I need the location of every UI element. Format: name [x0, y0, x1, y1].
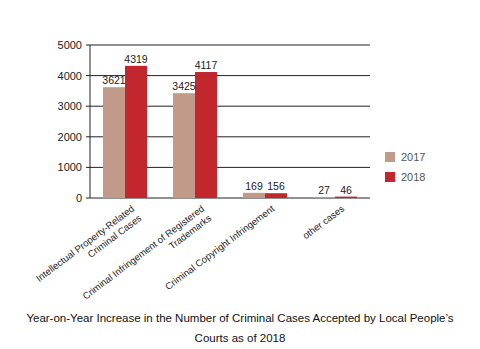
bar — [265, 193, 287, 198]
tick-label: 5000 — [58, 39, 82, 51]
tick-mark — [86, 45, 90, 46]
data-label: 27 — [318, 184, 330, 196]
category-label: Intellectual Property-RelatedCriminal Ca… — [34, 203, 144, 294]
data-labels: 3621 3425 169 27 4319 4117 156 46 — [102, 53, 352, 196]
data-label: 156 — [267, 180, 285, 192]
bar — [195, 72, 217, 198]
tick-mark — [86, 167, 90, 168]
bar — [335, 197, 357, 198]
tick-mark — [86, 75, 90, 76]
bar — [313, 197, 335, 198]
chart-svg: 0 1000 2000 3000 4000 5000 3621 3425 169 27 4319 41… — [0, 0, 480, 349]
y-axis — [90, 45, 91, 198]
legend-label: 2018 — [401, 171, 425, 183]
bars — [103, 66, 357, 198]
chart-title: Year-on-Year Increase in the Number of C… — [26, 312, 453, 344]
category-label: Criminal Copyright Infringement — [163, 203, 277, 292]
grid-line — [90, 45, 370, 46]
data-label: 4319 — [124, 53, 148, 65]
data-label: 3425 — [172, 80, 196, 92]
category-label: other cases — [300, 203, 346, 241]
legend-label: 2017 — [401, 151, 425, 163]
category-label: Criminal Infringement of RegisteredTrade… — [80, 203, 213, 311]
data-label: 3621 — [102, 74, 126, 86]
chart-container: 0 1000 2000 3000 4000 5000 3621 3425 169 27 4319 41… — [0, 0, 480, 349]
data-label: 4117 — [195, 59, 218, 71]
bar — [243, 193, 265, 198]
tick-label: 3000 — [58, 100, 82, 112]
tick-mark — [86, 136, 90, 137]
tick-label: 1000 — [58, 161, 82, 173]
data-label: 169 — [245, 180, 263, 192]
bar — [103, 87, 125, 198]
bar — [173, 93, 195, 198]
tick-label: 2000 — [58, 131, 82, 143]
grid — [86, 45, 370, 198]
data-label: 46 — [340, 184, 352, 196]
tick-label: 4000 — [58, 70, 82, 82]
bar — [125, 66, 147, 198]
legend-swatch — [385, 172, 395, 182]
tick-mark — [86, 198, 90, 199]
tick-mark — [86, 106, 90, 107]
legend-swatch — [385, 152, 395, 162]
tick-label: 0 — [76, 192, 82, 204]
